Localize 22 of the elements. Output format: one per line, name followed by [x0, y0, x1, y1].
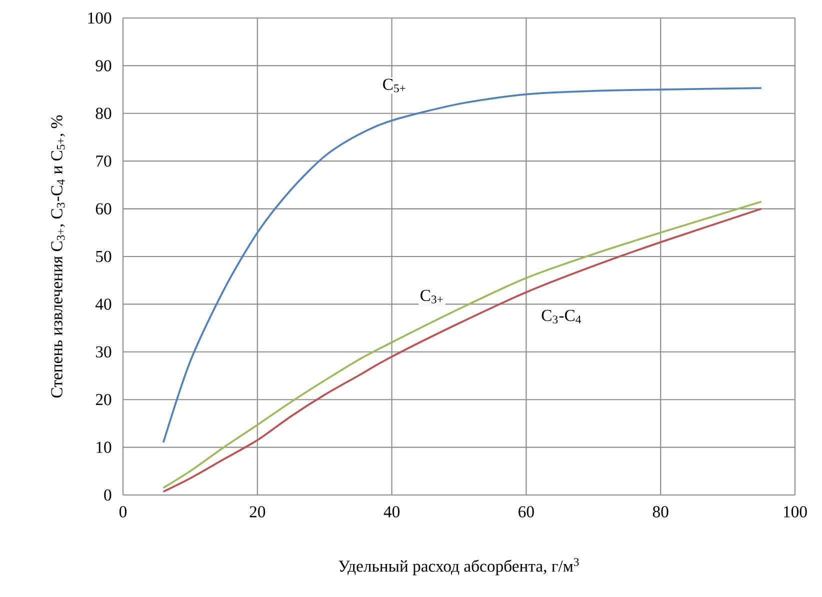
y-tick-label: 40 [96, 298, 112, 310]
x-tick-label: 0 [119, 506, 127, 518]
y-tick-label: 10 [96, 442, 112, 453]
y-tick-label: 0 [104, 489, 112, 501]
y-tick-label: 50 [96, 250, 112, 262]
x-tick-label: 20 [250, 506, 266, 518]
y-tick-label: 20 [96, 394, 112, 406]
y-tick-label: 30 [96, 346, 112, 358]
series-label: C$_{5+}$ [383, 78, 406, 92]
y-tick-label: 100 [88, 12, 112, 24]
x-tick-label: 100 [784, 506, 807, 518]
x-axis-title: Удельный расход абсорбента, г/м$^{3}$ [338, 558, 579, 576]
series-label: C$_{3}$-C$_{4}$ [542, 310, 582, 324]
x-tick-label: 60 [518, 506, 534, 518]
y-tick-label: 70 [96, 155, 112, 167]
text: Степень извлечения C$_{3+}$, C$_{3}$-C$_{4}$ и C$_{5+}$, % [51, 115, 65, 398]
y-tick-label: 80 [96, 108, 112, 120]
y-tick-label: 60 [96, 203, 112, 214]
y-tick-label: 90 [96, 60, 112, 72]
x-tick-label: 40 [384, 506, 400, 518]
series-label: C$_{3+}$ [420, 290, 443, 304]
x-tick-label: 80 [652, 506, 668, 518]
